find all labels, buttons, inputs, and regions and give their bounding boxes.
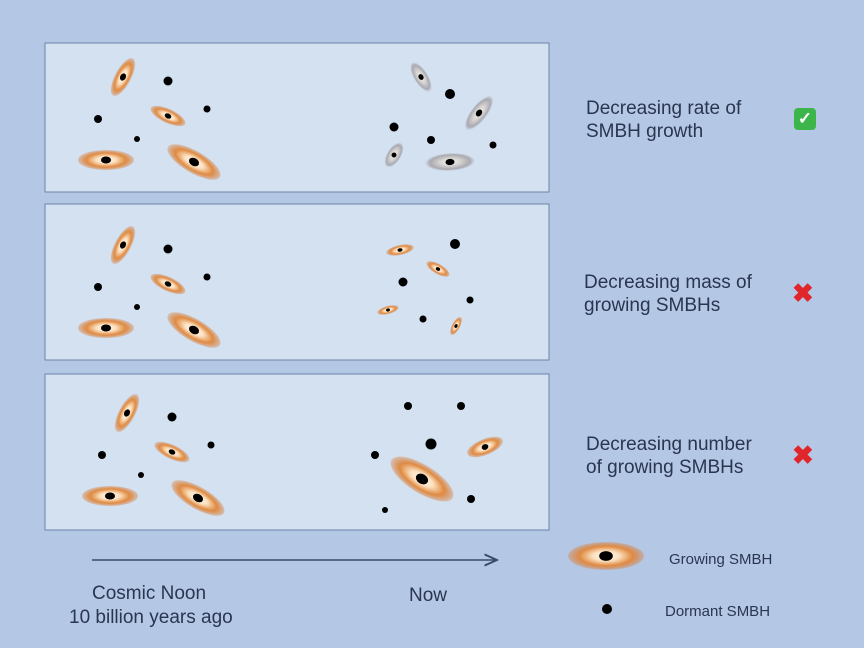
dormant-smbh (134, 136, 140, 142)
dormant-smbh (94, 115, 102, 123)
growing-smbh (390, 456, 454, 502)
growing-smbh (150, 273, 186, 295)
dormant-smbh (389, 122, 399, 132)
timeline-start-sublabel: 10 billion years ago (69, 607, 233, 628)
faded-smbh (464, 95, 494, 131)
growing-smbh (167, 144, 221, 180)
growing-smbh (78, 318, 134, 338)
scenario-1-line1: Decreasing rate of (586, 98, 742, 119)
growing-smbh (78, 150, 134, 170)
legend-growing-icon (568, 542, 644, 570)
dormant-smbh (489, 141, 497, 149)
scenario-2-line1: Decreasing mass of (584, 272, 752, 293)
legend-dormant-label: Dormant SMBH (665, 603, 771, 620)
growing-smbh (467, 436, 503, 458)
growing-smbh (167, 312, 221, 348)
growing-smbh (386, 244, 414, 256)
growing-smbh (110, 58, 136, 96)
dormant-smbh (163, 244, 173, 254)
growing-smbh (154, 441, 190, 463)
dormant-smbh (404, 402, 412, 410)
dormant-smbh (445, 89, 455, 99)
scenario-2-label: Decreasing mass of growing SMBHs (584, 271, 752, 317)
scenario-1-label: Decreasing rate of SMBH growth (586, 97, 741, 143)
legend-growing-label: Growing SMBH (669, 551, 773, 568)
cross-icon: ✖ (792, 278, 814, 308)
dormant-smbh (94, 283, 102, 291)
growing-smbh (377, 305, 399, 315)
dormant-smbh (167, 412, 177, 422)
faded-smbh (410, 62, 432, 92)
growing-smbh (450, 316, 462, 336)
dormant-smbh (203, 105, 211, 113)
faded-smbh (425, 152, 475, 172)
dormant-smbh (163, 76, 173, 86)
timeline-start-label: Cosmic Noon (92, 583, 207, 604)
dormant-smbh (382, 507, 388, 513)
dormant-smbh (427, 136, 435, 144)
scenario-3-line1: Decreasing number (586, 434, 752, 455)
dormant-smbh (203, 273, 211, 281)
dormant-smbh (98, 451, 106, 459)
check-icon: ✓ (794, 108, 816, 130)
dormant-smbh (398, 277, 408, 287)
dormant-smbh (419, 315, 427, 323)
dormant-smbh (138, 472, 144, 478)
timeline-end-label: Now (409, 585, 448, 606)
scenario-3-line2: of growing SMBHs (586, 457, 744, 478)
dormant-smbh (207, 441, 215, 449)
dormant-smbh (466, 296, 474, 304)
cross-icon: ✖ (792, 440, 814, 470)
dormant-smbh (134, 304, 140, 310)
growing-smbh (171, 480, 225, 516)
growing-smbh (114, 394, 140, 432)
growing-smbh (82, 486, 138, 506)
dormant-smbh (371, 451, 379, 459)
panel-mass (44, 203, 550, 361)
growing-smbh (426, 261, 450, 277)
scenario-1-line2: SMBH growth (586, 121, 704, 142)
scenario-3-label: Decreasing number of growing SMBHs (586, 433, 752, 479)
dormant-smbh (425, 438, 437, 450)
faded-smbh (384, 142, 404, 168)
dormant-smbh (450, 239, 460, 249)
scenario-2-line2: growing SMBHs (584, 295, 721, 316)
growing-smbh (110, 226, 136, 264)
growing-smbh (150, 105, 186, 127)
dormant-smbh (457, 402, 465, 410)
legend-dormant-icon (602, 604, 612, 614)
dormant-smbh (467, 495, 475, 503)
